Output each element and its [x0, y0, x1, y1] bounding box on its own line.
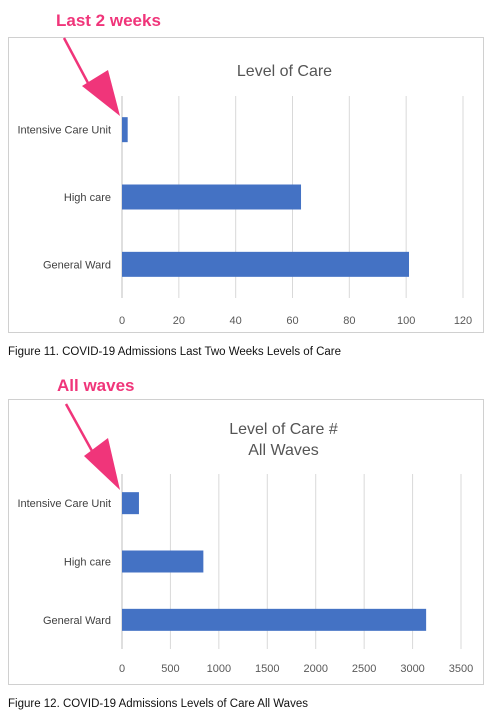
chart-title: Level of Care # — [229, 421, 338, 438]
category-label: High care — [64, 557, 111, 569]
figure-12-caption: Figure 12. COVID-19 Admissions Levels of… — [8, 698, 308, 710]
annotation-last-2-weeks: Last 2 weeks — [56, 11, 161, 30]
figure-11-caption: Figure 11. COVID-19 Admissions Last Two … — [8, 346, 342, 358]
bar — [122, 251, 410, 277]
bar — [122, 492, 139, 515]
x-tick-label: 0 — [119, 663, 125, 675]
category-label: General Ward — [43, 615, 111, 627]
chart-svg-level-of-care-all-waves: Level of Care # All Waves 0 500 1000 1500 2000… — [17, 421, 473, 675]
chart-svg-level-of-care: Level of Care 0 20 40 60 80 100 120 Intensive Ca… — [17, 63, 472, 327]
chart-title: Level of Care — [237, 63, 332, 80]
x-tick-label: 40 — [230, 315, 242, 327]
x-tick-label: 3000 — [400, 663, 424, 675]
level-of-care-all-waves-chart: Level of Care # All Waves 0 500 1000 1500 2000… — [8, 399, 484, 685]
annotation-all-waves: All waves — [57, 376, 135, 395]
x-tick-label: 80 — [343, 315, 355, 327]
x-tick-label: 120 — [454, 315, 472, 327]
level-of-care-chart: Level of Care 0 20 40 60 80 100 120 Intensive Ca… — [8, 37, 484, 333]
x-tick-label: 500 — [161, 663, 179, 675]
category-label: Intensive Care Unit — [17, 498, 111, 510]
x-tick-label: 1000 — [207, 663, 231, 675]
category-label: General Ward — [43, 259, 111, 271]
x-tick-label: 2000 — [303, 663, 327, 675]
x-tick-label: 1500 — [255, 663, 279, 675]
category-label: Intensive Care Unit — [17, 125, 111, 137]
x-tick-label: 2500 — [352, 663, 376, 675]
bar — [122, 608, 427, 631]
x-tick-label: 0 — [119, 315, 125, 327]
x-tick-label: 3500 — [449, 663, 473, 675]
x-tick-label: 60 — [286, 315, 298, 327]
bar — [122, 117, 128, 143]
chart-title: All Waves — [248, 442, 319, 459]
x-tick-label: 100 — [397, 315, 415, 327]
category-label: High care — [64, 192, 111, 204]
bar — [122, 184, 302, 210]
x-tick-label: 20 — [173, 315, 185, 327]
bar — [122, 550, 204, 573]
